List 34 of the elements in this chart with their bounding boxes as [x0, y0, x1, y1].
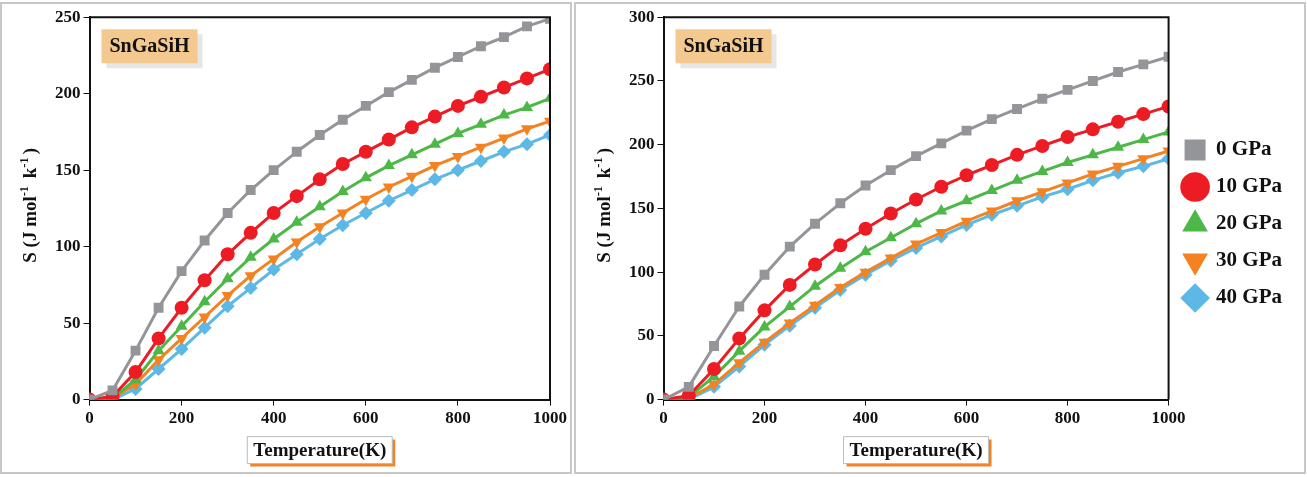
annotation: SnGaSiH: [109, 34, 190, 57]
x-tick-label: 600: [353, 408, 379, 428]
legend-label: 0 GPa: [1216, 136, 1272, 161]
y-tick-label: 150: [55, 159, 81, 179]
x-tick-label: 400: [852, 408, 879, 428]
y-tick-label: 250: [629, 70, 655, 90]
annotation: SnGaSiH: [683, 34, 764, 57]
y-tick-label: 200: [55, 83, 81, 103]
y-tick-label: 0: [72, 388, 81, 408]
x-tick-label: 0: [659, 408, 668, 428]
x-tick-label: 200: [751, 408, 778, 428]
x-axis-title: Temperature(K): [253, 438, 387, 461]
x-tick-label: 200: [168, 408, 195, 428]
x-axis-title: Temperature(K): [849, 438, 983, 461]
x-tick-label: 800: [1054, 408, 1081, 428]
y-tick-label: 50: [637, 325, 655, 345]
x-tick-label: 1000: [533, 408, 567, 428]
y-tick-label: 100: [55, 236, 81, 256]
x-tick-label: 1000: [1151, 408, 1186, 428]
x-tick-label: 800: [445, 408, 471, 428]
y-tick-label: 250: [55, 6, 81, 26]
x-tick-label: 0: [85, 408, 94, 428]
x-tick-label: 600: [953, 408, 980, 428]
x-tick-label: 400: [260, 408, 287, 428]
legend-label: 40 GPa: [1216, 284, 1283, 309]
y-tick-label: 0: [646, 388, 655, 408]
y-tick-label: 200: [629, 134, 655, 154]
y-tick-label: 150: [629, 197, 655, 217]
legend-label: 30 GPa: [1216, 247, 1283, 272]
y-tick-label: 100: [629, 261, 655, 281]
y-tick-label: 300: [629, 6, 655, 26]
legend-label: 20 GPa: [1216, 210, 1283, 235]
y-tick-label: 50: [63, 312, 81, 332]
legend-label: 10 GPa: [1216, 173, 1283, 198]
